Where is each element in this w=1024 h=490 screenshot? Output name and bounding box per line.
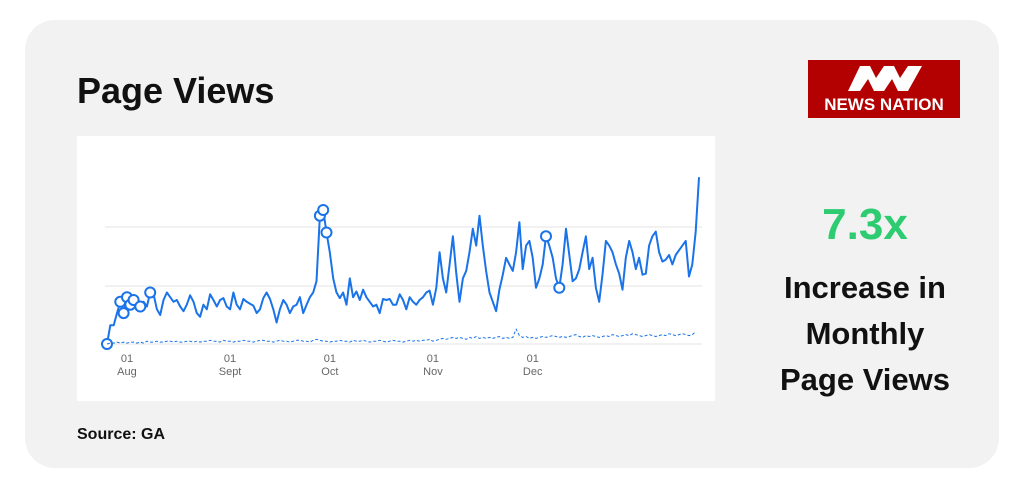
data-point-marker	[117, 307, 130, 320]
page-title: Page Views	[77, 70, 275, 111]
source-label: Source: GA	[77, 426, 166, 443]
data-point-marker	[317, 204, 330, 216]
caption-line: Monthly	[805, 316, 925, 351]
caption-line: Page Views	[779, 362, 951, 397]
series-line-page-views	[106, 177, 700, 345]
data-point-marker	[134, 300, 147, 313]
caption-line: Increase in	[784, 270, 946, 305]
x-tick-label-month: Oct	[321, 366, 338, 378]
x-tick-label-day: 01	[427, 353, 439, 365]
data-point-marker	[540, 230, 552, 243]
x-tick-label-day: 01	[324, 353, 336, 365]
data-point-marker	[320, 226, 333, 239]
increase-value: 7.3x	[822, 200, 908, 249]
chart-panel: 01 Aug 01 Sept 01 Oct 01 Nov 01 Dec	[77, 136, 715, 401]
increase-caption: Increase in Monthly Page Views	[740, 265, 990, 403]
x-tick-label-month: Sept	[219, 366, 242, 378]
x-tick-label-day: 01	[224, 353, 236, 365]
logo-mark-icon	[848, 66, 922, 91]
logo-text: NEWS NATION	[824, 95, 944, 114]
x-tick-label-day: 01	[527, 353, 539, 365]
data-point-marker	[144, 286, 157, 299]
news-nation-logo: NEWS NATION	[808, 60, 960, 118]
series-line-previous	[106, 328, 697, 345]
x-tick-label-month: Aug	[117, 366, 137, 378]
x-tick-label-month: Dec	[523, 366, 543, 378]
data-point-marker	[553, 281, 566, 294]
x-tick-label-day: 01	[121, 353, 133, 365]
x-tick-label-month: Nov	[423, 366, 443, 378]
